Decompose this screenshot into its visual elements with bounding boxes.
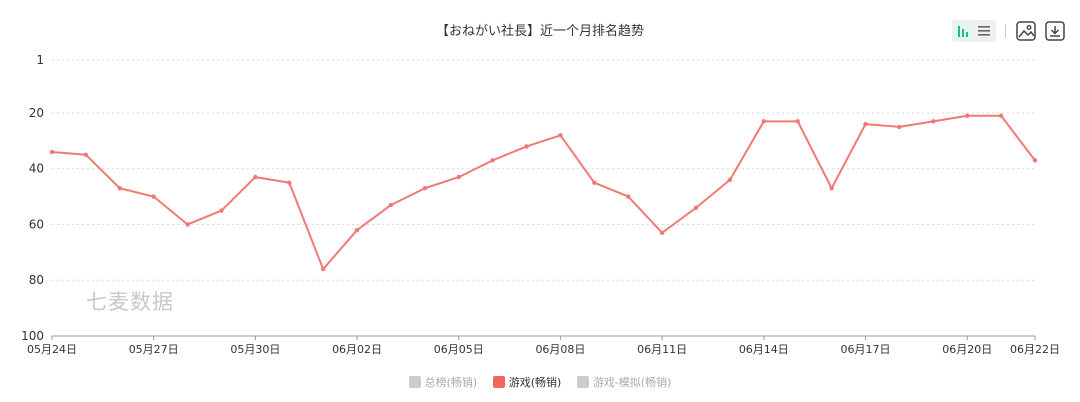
y-tick-label: 40	[29, 162, 44, 176]
data-point	[659, 230, 665, 236]
data-point	[456, 174, 461, 180]
download-icon	[1045, 21, 1065, 41]
chart-title: 【おねがい社長】近一个月排名趋势	[435, 24, 644, 39]
data-point	[1032, 158, 1038, 163]
data-point	[388, 202, 394, 208]
chart-legend: 总榜(畅销) 游戏(畅销) 游戏-模拟(畅销)	[0, 374, 1080, 390]
bar-line-toggle-button[interactable]	[952, 20, 996, 42]
data-point	[287, 180, 292, 185]
x-tick-label: 06月11日	[637, 343, 687, 356]
legend-item-overall[interactable]: 总榜(畅销)	[408, 374, 478, 390]
series-line	[51, 114, 1036, 271]
save-image-button[interactable]	[1015, 20, 1037, 42]
x-tick-label: 06月08日	[535, 343, 585, 356]
data-point	[219, 208, 224, 213]
data-point	[558, 133, 563, 138]
x-tick-label: 06月05日	[434, 343, 484, 356]
data-point	[761, 119, 767, 124]
bar-line-toggle-icon	[955, 22, 990, 40]
x-tick-label: 05月30日	[230, 343, 280, 356]
data-point	[965, 113, 970, 118]
download-button[interactable]	[1044, 20, 1066, 42]
x-tick-label: 06月02日	[332, 343, 382, 356]
data-point	[253, 174, 258, 180]
watermark: 七麦数据	[86, 290, 174, 314]
data-point	[998, 113, 1004, 118]
data-point	[490, 158, 495, 163]
data-point	[320, 266, 326, 272]
data-point	[829, 186, 834, 191]
data-point	[592, 180, 597, 185]
data-point	[693, 205, 699, 210]
data-point	[863, 121, 868, 127]
data-point	[897, 124, 902, 130]
data-point	[117, 186, 122, 191]
y-tick-label: 60	[29, 217, 44, 231]
data-point	[422, 186, 428, 191]
legend-swatch	[492, 376, 505, 388]
data-point	[185, 222, 190, 227]
data-point	[151, 194, 156, 199]
x-tick-label: 06月22日	[1010, 343, 1060, 356]
x-tick-label: 06月17日	[841, 343, 891, 356]
data-point	[354, 227, 360, 233]
legend-item-games-simulation[interactable]: 游戏-模拟(畅销)	[576, 374, 672, 390]
data-point	[83, 152, 89, 157]
y-tick-label: 20	[29, 106, 44, 120]
data-point	[524, 144, 529, 149]
y-tick-label: 80	[29, 273, 44, 287]
data-point	[795, 119, 800, 124]
x-tick-label: 05月24日	[27, 343, 77, 356]
data-point	[626, 194, 631, 199]
legend-swatch	[576, 376, 589, 388]
legend-item-games[interactable]: 游戏(畅销)	[492, 374, 562, 390]
y-tick-label: 1	[36, 53, 44, 67]
legend-label: 游戏-模拟(畅销)	[592, 376, 672, 389]
x-tick-label: 05月27日	[129, 343, 179, 356]
toolbar-divider	[1005, 24, 1006, 38]
legend-label: 游戏(畅销)	[508, 376, 562, 389]
data-point	[49, 149, 55, 155]
data-point	[931, 119, 936, 124]
y-tick-label: 100	[21, 329, 44, 343]
legend-swatch	[408, 376, 421, 388]
x-tick-label: 06月14日	[739, 343, 789, 356]
x-tick-label: 06月20日	[942, 343, 992, 356]
image-icon	[1016, 21, 1036, 41]
chart-toolbar	[952, 20, 1072, 44]
data-point	[727, 177, 733, 183]
legend-label: 总榜(畅销)	[424, 376, 478, 389]
